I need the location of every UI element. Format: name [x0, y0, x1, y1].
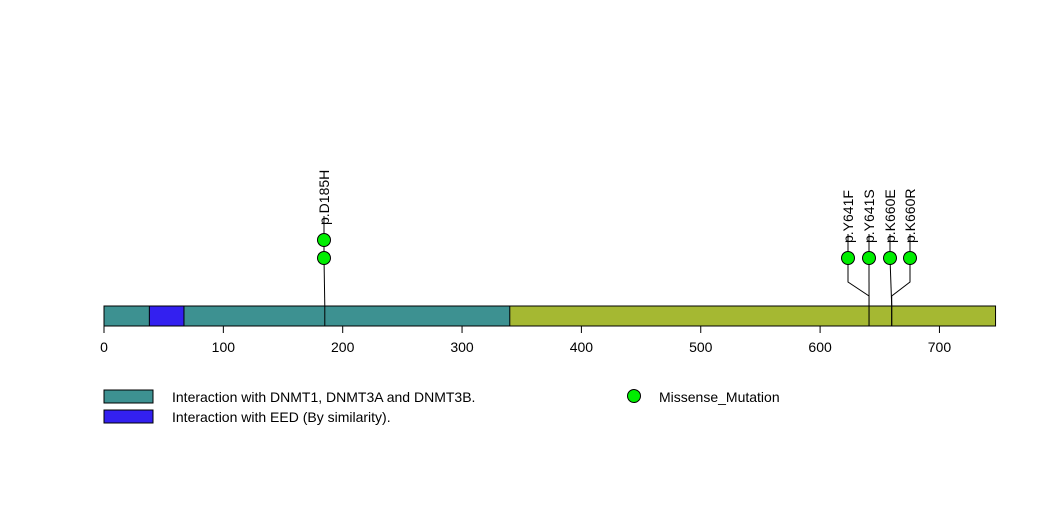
mutation-label: p.K660R — [902, 189, 918, 243]
x-tick-label: 700 — [928, 339, 952, 355]
mutation-label: p.Y641F — [840, 190, 856, 243]
x-tick-label: 200 — [331, 339, 355, 355]
x-tick-label: 300 — [450, 339, 474, 355]
domain-1 — [148, 305, 185, 327]
mutation-stem — [323, 257, 326, 307]
mutation-label: p.K660E — [882, 189, 898, 243]
legend-swatch-1 — [103, 409, 154, 424]
mutation-stem — [847, 258, 870, 306]
x-tick-label: 0 — [100, 339, 108, 355]
legend-label-1: Interaction with EED (By similarity). — [172, 409, 391, 425]
mutation-circle — [903, 251, 917, 265]
x-tick-label: 600 — [808, 339, 832, 355]
x-tick-label: 500 — [689, 339, 713, 355]
mutation-circle — [883, 251, 897, 265]
x-tick-label: 400 — [570, 339, 594, 355]
mutation-circle — [317, 251, 331, 265]
legend-swatch-0 — [103, 389, 154, 404]
domain-0 — [103, 305, 511, 327]
legend-mutation-label: Missense_Mutation — [659, 389, 780, 405]
legend-mutation-circle — [627, 389, 641, 403]
x-tick-label: 100 — [212, 339, 236, 355]
mutation-label: p.D185H — [316, 170, 332, 225]
legend-label-0: Interaction with DNMT1, DNMT3A and DNMT3… — [172, 389, 475, 405]
mutation-circle — [317, 233, 331, 247]
mutation-label: p.Y641S — [861, 189, 877, 243]
mutation-circle — [841, 251, 855, 265]
mutation-circle — [862, 251, 876, 265]
mutation-stem — [891, 258, 911, 306]
